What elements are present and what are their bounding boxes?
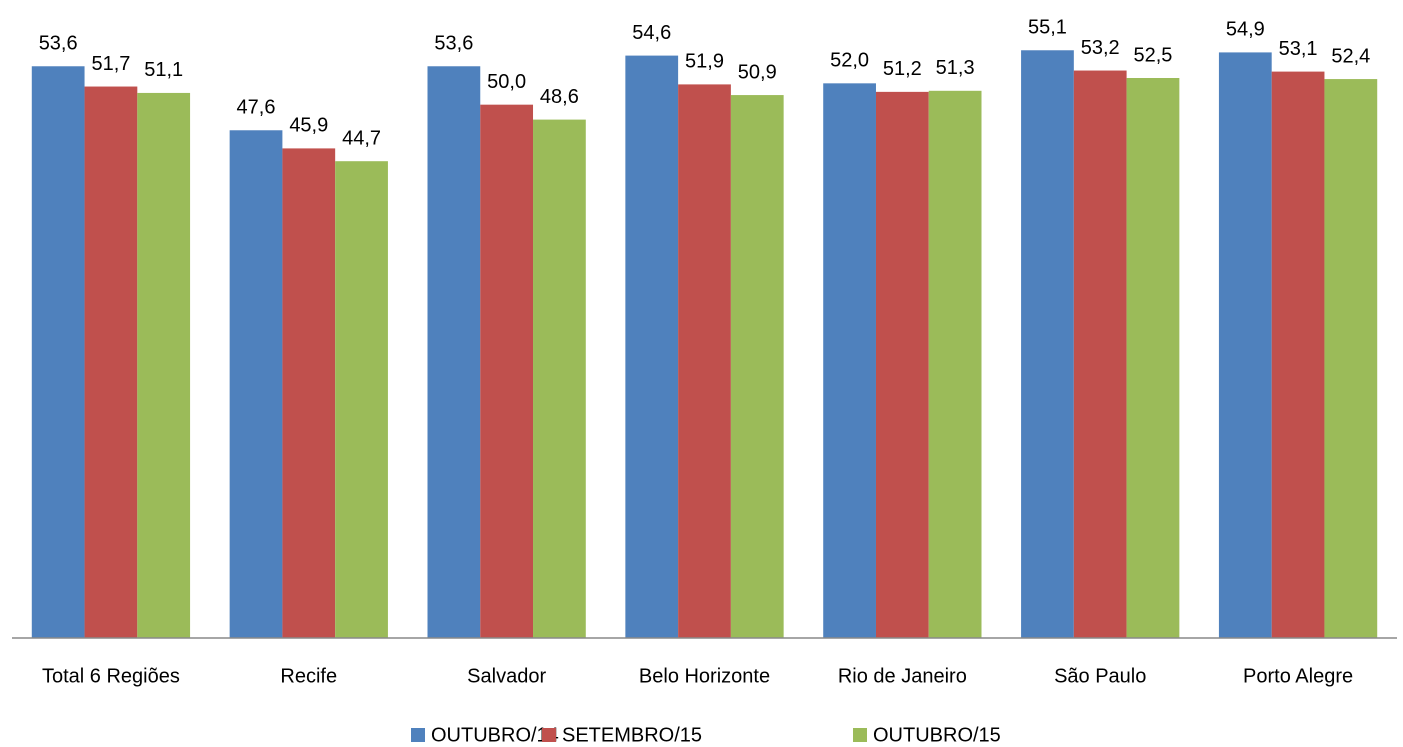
data-label: 55,1: [1028, 17, 1067, 39]
data-label: 53,6: [434, 33, 473, 55]
data-label: 47,6: [237, 97, 276, 119]
legend-label: OUTUBRO/14: [431, 724, 559, 746]
bar: [480, 104, 534, 638]
data-label: 44,7: [342, 127, 381, 149]
data-label: 45,9: [289, 115, 328, 137]
legend-swatch: [542, 728, 556, 742]
data-label: 50,9: [738, 61, 777, 83]
data-label: 48,6: [540, 86, 579, 108]
data-label: 51,3: [936, 57, 975, 79]
bar: [928, 90, 982, 639]
bar: [875, 91, 929, 638]
bar: [335, 161, 388, 638]
legend-label: SETEMBRO/15: [562, 724, 702, 746]
bar: [84, 86, 138, 639]
data-label: 52,0: [830, 50, 869, 72]
data-label: 51,2: [883, 58, 922, 80]
data-label: 54,6: [632, 22, 671, 44]
bar: [137, 92, 191, 638]
legend-label: OUTUBRO/15: [873, 724, 1001, 746]
bar: [229, 130, 283, 638]
data-label: 52,5: [1134, 44, 1173, 66]
x-tick-label: Recife: [280, 665, 337, 687]
bar: [625, 55, 679, 639]
x-tick-label: Salvador: [467, 665, 546, 687]
bar: [1126, 78, 1180, 638]
bar: [730, 95, 784, 639]
data-label: 54,9: [1226, 19, 1265, 41]
bar: [1218, 52, 1272, 638]
data-label: 53,1: [1279, 38, 1318, 60]
legend-swatch: [853, 728, 867, 742]
data-label: 53,2: [1081, 37, 1120, 59]
x-tick-label: Rio de Janeiro: [838, 665, 967, 687]
x-tick-label: Belo Horizonte: [639, 665, 770, 687]
legend-swatch: [411, 728, 425, 742]
data-label: 50,0: [487, 71, 526, 93]
x-tick-label: Total 6 Regiões: [42, 665, 180, 687]
data-label: 51,1: [144, 59, 183, 81]
bar: [1073, 70, 1127, 639]
bar: [427, 66, 481, 639]
bar: [1021, 50, 1074, 639]
x-tick-label: Porto Alegre: [1243, 665, 1353, 687]
bar: [823, 83, 876, 639]
bar: [678, 84, 731, 638]
bar: [1271, 71, 1325, 639]
data-label: 51,9: [685, 51, 724, 73]
data-label: 53,6: [39, 33, 78, 55]
bar: [533, 119, 586, 639]
bar: [282, 148, 336, 638]
bar: [1324, 79, 1378, 639]
bar: [31, 66, 85, 639]
data-label: 52,4: [1331, 45, 1370, 67]
data-label: 51,7: [91, 53, 130, 75]
x-tick-label: São Paulo: [1054, 665, 1146, 687]
